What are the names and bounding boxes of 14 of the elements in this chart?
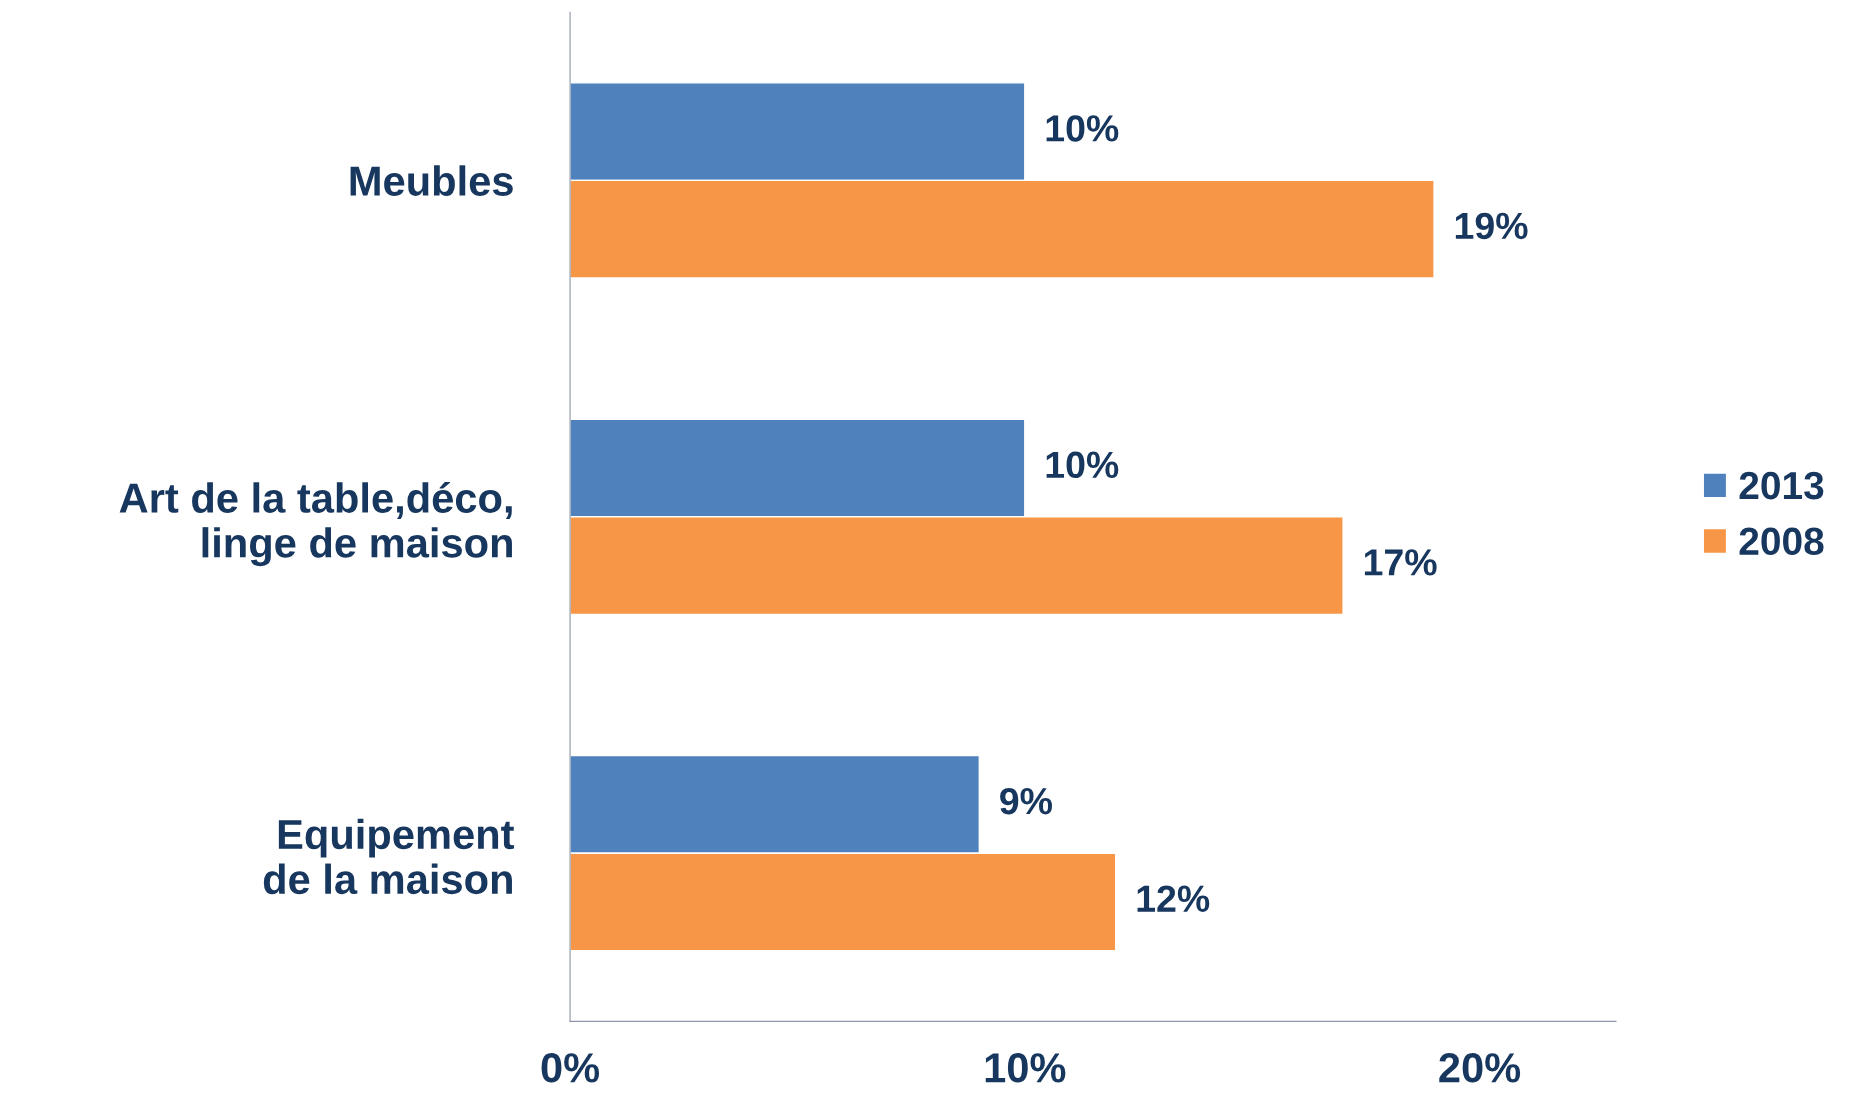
- data-label: 19%: [1455, 212, 1528, 240]
- data-label: 10%: [1046, 451, 1119, 479]
- y-tick-label: Equipement de la maison: [263, 818, 515, 895]
- data-label: 17%: [1364, 549, 1437, 576]
- legend-label: 2008: [1739, 527, 1824, 556]
- legend-label: 2013: [1739, 471, 1824, 500]
- data-label: 10%: [1046, 115, 1119, 142]
- x-tick-label: 0%: [541, 1053, 600, 1083]
- x-tick-label: 20%: [1439, 1053, 1521, 1083]
- y-tick-label: Art de la table,déco, linge de maison: [119, 481, 512, 567]
- data-label: 9%: [1000, 787, 1052, 815]
- data-label: 12%: [1137, 885, 1210, 912]
- y-tick-label: Meubles: [350, 165, 513, 196]
- x-tick-label: 10%: [985, 1053, 1066, 1083]
